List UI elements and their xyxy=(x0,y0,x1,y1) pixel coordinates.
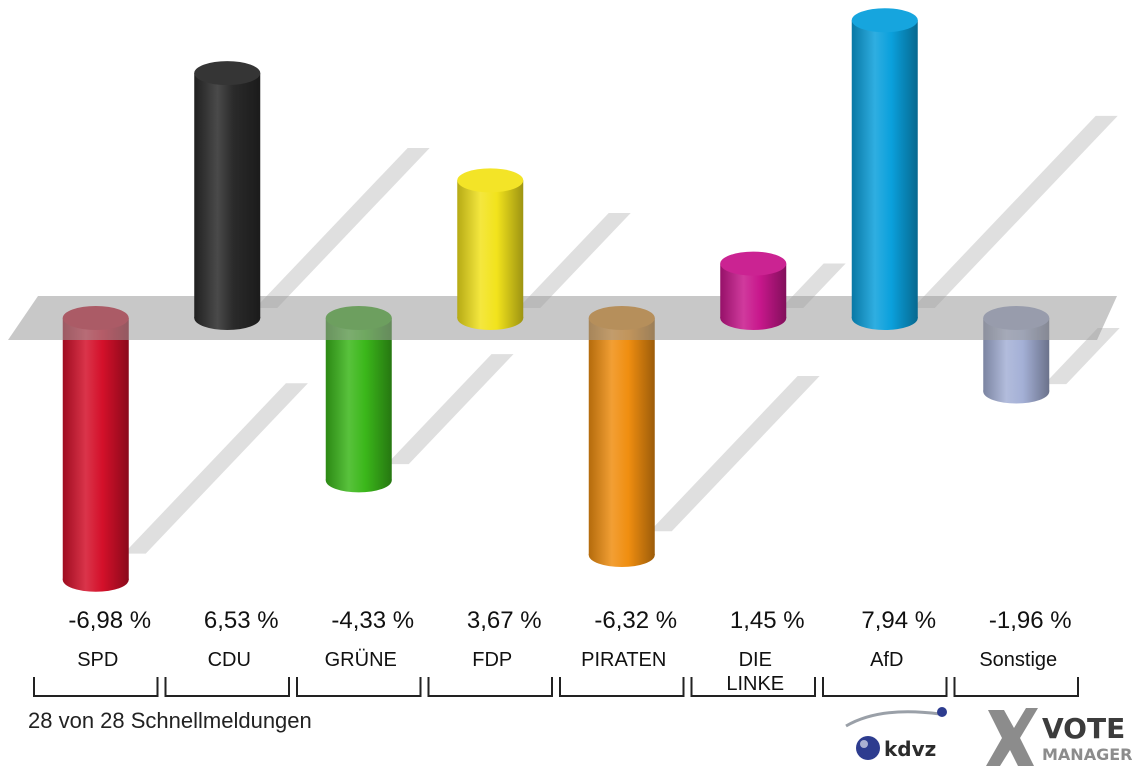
bar-afd xyxy=(851,8,918,330)
bar-cdu xyxy=(194,61,261,330)
bar-grüne xyxy=(325,306,392,493)
category-label-3: FDP xyxy=(472,649,512,671)
bar-bottom-cap-1 xyxy=(194,306,261,330)
zero-baseline-plane xyxy=(8,296,1117,340)
report-status-text: 28 von 28 Schnellmeldungen xyxy=(28,708,312,733)
value-label-1: 6,53 % xyxy=(204,607,279,634)
bar-fdp xyxy=(457,168,524,330)
category-brackets xyxy=(33,677,1079,697)
bar-top-cap-6 xyxy=(851,8,918,33)
category-label-6: AfD xyxy=(870,649,903,671)
bar-top-cap-5 xyxy=(720,251,787,276)
value-label-4: -6,32 % xyxy=(594,607,677,634)
bars-above-zero xyxy=(194,8,918,330)
bar-body-0 xyxy=(62,318,129,580)
bar-shadows xyxy=(123,115,1120,554)
bar-shadow-0 xyxy=(123,383,308,554)
bar-bottom-cap-5 xyxy=(720,306,787,330)
vote-logo-text: VOTE xyxy=(1042,712,1125,745)
value-label-6: 7,94 % xyxy=(861,607,936,634)
category-label-4: PIRATEN xyxy=(581,649,666,671)
bar-bottom-cap-6 xyxy=(851,306,918,330)
category-bracket-0 xyxy=(33,677,159,697)
bar-bottom-cap-3 xyxy=(457,306,524,330)
kdvz-logo-text: kdvz xyxy=(884,737,936,761)
bar-chart: -6,98 % 6,53 % -4,33 % 3,67 % -6,32 % 1,45 % 7… xyxy=(8,8,1120,697)
votemanager-logo: VOTE MANAGER xyxy=(986,708,1132,766)
manager-logo-text: MANAGER xyxy=(1042,745,1132,764)
bar-shadow-4 xyxy=(649,376,820,532)
bar-body-4 xyxy=(588,318,655,555)
bar-shadow-1 xyxy=(255,147,430,308)
category-label-0: SPD xyxy=(77,649,118,671)
bar-shadow-3 xyxy=(518,212,631,308)
bar-die-linke xyxy=(720,251,787,330)
bar-shadow-7 xyxy=(1044,328,1120,385)
value-label-0: -6,98 % xyxy=(68,607,151,634)
bar-body-2 xyxy=(325,318,392,481)
bar-spd xyxy=(62,306,129,592)
bar-shadow-6 xyxy=(912,115,1118,308)
category-label-1: CDU xyxy=(208,649,251,671)
bar-top-cap-1 xyxy=(194,61,261,86)
bars-below-zero xyxy=(62,306,1050,592)
bar-body-6 xyxy=(851,20,918,318)
value-label-2: -4,33 % xyxy=(331,607,414,634)
bar-bottom-cap-4 xyxy=(588,543,655,567)
category-bracket-7 xyxy=(953,677,1079,697)
category-label-7: Sonstige xyxy=(979,649,1057,671)
kdvz-logo: kdvz xyxy=(845,707,947,761)
value-label-7: -1,96 % xyxy=(989,607,1072,634)
category-label-2: GRÜNE xyxy=(325,649,397,671)
category-bracket-2 xyxy=(296,677,422,697)
bar-shadow-2 xyxy=(386,354,514,465)
bar-body-1 xyxy=(194,73,261,318)
value-labels: -6,98 % 6,53 % -4,33 % 3,67 % -6,32 % 1,45 % 7… xyxy=(68,607,1071,634)
bar-top-cap-3 xyxy=(457,168,524,193)
category-label-5-line0: DIE xyxy=(739,649,772,671)
bar-piraten xyxy=(588,306,655,567)
bar-bottom-cap-7 xyxy=(983,379,1050,404)
bar-body-3 xyxy=(457,180,524,318)
bar-bottom-cap-0 xyxy=(62,567,129,592)
category-label-5-line1: LINKE xyxy=(726,673,784,695)
category-bracket-4 xyxy=(559,677,685,697)
value-label-3: 3,67 % xyxy=(467,607,542,634)
value-label-5: 1,45 % xyxy=(730,607,805,634)
category-bracket-3 xyxy=(427,677,553,697)
category-bracket-6 xyxy=(822,677,948,697)
category-bracket-1 xyxy=(164,677,290,697)
bar-bottom-cap-2 xyxy=(325,468,392,493)
category-bracket-5 xyxy=(690,677,816,697)
